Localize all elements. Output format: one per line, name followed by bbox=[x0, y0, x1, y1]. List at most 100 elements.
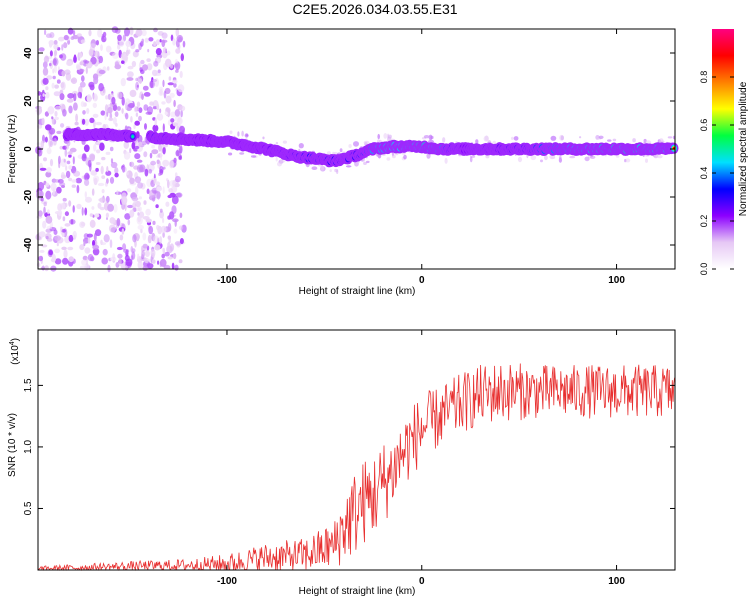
spectrogram-noise-blob bbox=[81, 118, 86, 125]
spectrogram-noise-blob bbox=[121, 228, 125, 235]
spectrogram-noise-blob bbox=[64, 148, 68, 157]
spectrogram-noise-blob bbox=[49, 140, 53, 148]
spectrogram-noise-blob bbox=[43, 55, 50, 64]
spectrogram-noise-blob bbox=[172, 38, 176, 46]
spectrogram-noise-blob bbox=[155, 48, 162, 56]
spectrogram-noise-blob bbox=[144, 250, 150, 257]
spectrogram-noise-blob bbox=[109, 146, 114, 152]
spectrogram-noise-blob bbox=[57, 210, 63, 216]
spectrogram-noise-blob bbox=[98, 55, 104, 64]
spectrogram-noise-blob bbox=[178, 155, 183, 161]
spectrogram-noise-blob bbox=[146, 263, 154, 269]
spectrogram-noise-blob bbox=[182, 40, 186, 48]
spectrogram-halo-blob bbox=[667, 136, 673, 139]
spectrogram-halo-blob bbox=[426, 153, 431, 159]
spectrogram-halo-blob bbox=[624, 158, 627, 163]
spectrogram-halo-blob bbox=[403, 154, 407, 160]
spectrogram-noise-blob bbox=[86, 174, 90, 180]
spectrogram-noise-blob bbox=[86, 94, 92, 103]
spectrogram-noise-blob bbox=[108, 117, 114, 122]
spectrogram-noise-blob bbox=[54, 49, 58, 57]
spectrogram-noise-blob bbox=[68, 105, 73, 114]
spectrogram-noise-blob bbox=[60, 174, 67, 179]
spectrogram-halo-blob bbox=[275, 157, 278, 162]
spectrogram-noise-blob bbox=[141, 38, 144, 44]
snr-multiplier-close: ) bbox=[10, 338, 21, 341]
spectrogram-noise-blob bbox=[137, 182, 144, 189]
spectrogram-noise-blob bbox=[40, 140, 45, 149]
spectrogram-noise-blob bbox=[45, 235, 49, 240]
spectrogram-halo-blob bbox=[579, 136, 582, 139]
spectrogram-noise-blob bbox=[154, 117, 158, 126]
y-tick-label: 0.5 bbox=[23, 501, 34, 515]
spectrogram-noise-blob bbox=[61, 70, 66, 77]
spectrogram-noise-blob bbox=[122, 34, 127, 42]
spectrogram-noise-blob bbox=[92, 102, 98, 109]
spectrogram-noise-blob bbox=[88, 29, 92, 37]
spectrogram-halo-blob bbox=[511, 136, 514, 140]
spectrogram-noise-blob bbox=[61, 257, 69, 265]
spectrogram-noise-blob bbox=[87, 254, 94, 262]
spectrogram-halo-blob bbox=[598, 135, 604, 139]
spectrogram-panel: -100 0 100 -40 -20 0 20 40 Height of straight … bbox=[7, 26, 679, 297]
spectrogram-noise-blob bbox=[59, 93, 65, 101]
spectrogram-noise-blob bbox=[84, 207, 88, 216]
spectrogram-noise-blob bbox=[131, 196, 139, 202]
spectrogram-noise-blob bbox=[152, 106, 158, 110]
spectrogram-halo-blob bbox=[540, 159, 543, 163]
spectrogram-halo-blob bbox=[329, 169, 332, 173]
spectrogram-noise-blob bbox=[39, 191, 44, 198]
spectrogram-noise-blob bbox=[174, 264, 179, 271]
y-tick-label: 20 bbox=[23, 95, 34, 107]
spectrogram-noise-blob bbox=[174, 63, 179, 68]
spectrogram-noise-blob bbox=[116, 91, 123, 99]
spectrogram-noise-blob bbox=[134, 120, 140, 126]
spectrogram-noise-blob bbox=[175, 28, 180, 37]
spectrogram-noise-blob bbox=[138, 196, 142, 200]
spectrogram-noise-blob bbox=[178, 225, 184, 230]
spectrogram-noise-blob bbox=[36, 262, 41, 268]
x-tick-label: 100 bbox=[608, 576, 625, 587]
spectrogram-noise-blob bbox=[164, 251, 170, 257]
spectrogram-noise-blob bbox=[56, 242, 59, 247]
spectrogram-noise-blob bbox=[156, 159, 160, 165]
spectrogram-noise-blob bbox=[121, 164, 126, 173]
spectrogram-halo-blob bbox=[277, 161, 282, 167]
spectrogram-noise-blob bbox=[159, 165, 164, 174]
spectrogram-noise-blob bbox=[37, 181, 45, 191]
spectrogram-noise-blob bbox=[105, 95, 109, 100]
spectrogram-noise-blob bbox=[41, 265, 45, 271]
spectrogram-noise-blob bbox=[126, 77, 134, 81]
spectrogram-noise-blob bbox=[92, 244, 100, 250]
spectrogram-noise-blob bbox=[178, 259, 183, 264]
spectrogram-noise-blob bbox=[173, 82, 177, 88]
spectrogram-noise-blob bbox=[63, 34, 69, 41]
spectrogram-noise-blob bbox=[84, 118, 89, 126]
spectrogram-ridge-point bbox=[131, 135, 134, 138]
spectrogram-noise-blob bbox=[43, 201, 47, 207]
spectrogram-noise-blob bbox=[168, 76, 172, 81]
spectrogram-noise-blob bbox=[95, 40, 99, 46]
spectrogram-y-ticks: -40 -20 0 20 40 bbox=[23, 47, 675, 252]
spectrogram-noise-blob bbox=[120, 77, 127, 87]
spectrogram-noise-blob bbox=[47, 106, 55, 115]
spectrogram-halo-blob bbox=[469, 156, 473, 163]
spectrogram-noise-blob bbox=[81, 259, 87, 266]
spectrogram-halo-blob bbox=[239, 152, 245, 155]
spectrogram-noise-blob bbox=[122, 243, 127, 251]
spectrogram-noise-blob bbox=[124, 27, 130, 37]
spectrogram-noise-blob bbox=[71, 184, 77, 188]
colorbar-tick-label: 0.4 bbox=[699, 167, 709, 180]
spectrogram-noise-blob bbox=[45, 171, 52, 178]
spectrogram-noise-blob bbox=[109, 217, 116, 224]
spectrogram-noise-blob bbox=[76, 203, 82, 210]
spectrogram-halo-blob bbox=[392, 154, 396, 159]
spectrogram-noise-blob bbox=[159, 210, 165, 219]
spectrogram-noise-blob bbox=[146, 63, 153, 71]
spectrogram-noise-blob bbox=[95, 121, 102, 126]
spectrogram-halo-blob bbox=[632, 138, 636, 143]
spectrogram-noise-blob bbox=[43, 206, 46, 215]
spectrogram-noise-blob bbox=[152, 124, 159, 132]
spectrogram-noise-blob bbox=[64, 69, 71, 75]
spectrogram-noise-blob bbox=[46, 147, 52, 155]
